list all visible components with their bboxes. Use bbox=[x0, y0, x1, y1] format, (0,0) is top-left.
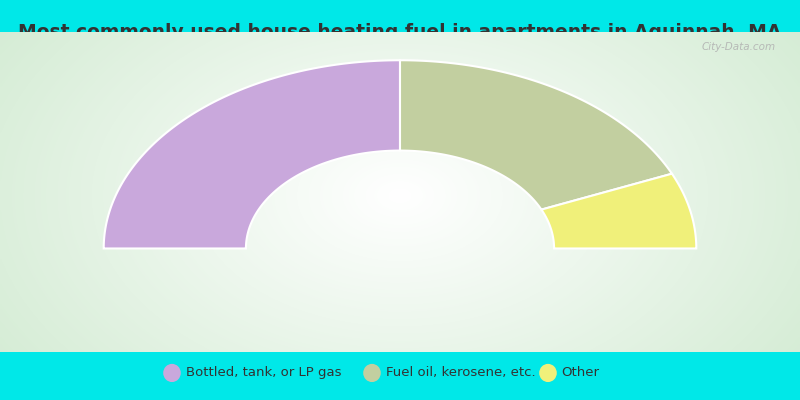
Polygon shape bbox=[400, 60, 672, 210]
Polygon shape bbox=[104, 60, 400, 248]
Text: Other: Other bbox=[562, 366, 600, 380]
Text: Fuel oil, kerosene, etc.: Fuel oil, kerosene, etc. bbox=[386, 366, 535, 380]
Text: Most commonly used house heating fuel in apartments in Aquinnah, MA: Most commonly used house heating fuel in… bbox=[18, 23, 782, 42]
Ellipse shape bbox=[163, 364, 181, 382]
Text: City-Data.com: City-Data.com bbox=[702, 42, 776, 52]
Ellipse shape bbox=[539, 364, 557, 382]
Polygon shape bbox=[542, 174, 696, 248]
Text: Bottled, tank, or LP gas: Bottled, tank, or LP gas bbox=[186, 366, 341, 380]
Ellipse shape bbox=[363, 364, 381, 382]
